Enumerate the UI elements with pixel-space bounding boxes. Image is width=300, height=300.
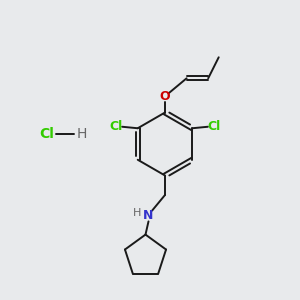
Text: O: O [160,90,170,104]
Text: H: H [133,208,141,218]
Text: Cl: Cl [207,120,220,133]
Text: Cl: Cl [110,120,123,133]
Text: H: H [76,127,87,140]
Text: N: N [143,209,154,223]
Text: Cl: Cl [39,127,54,140]
